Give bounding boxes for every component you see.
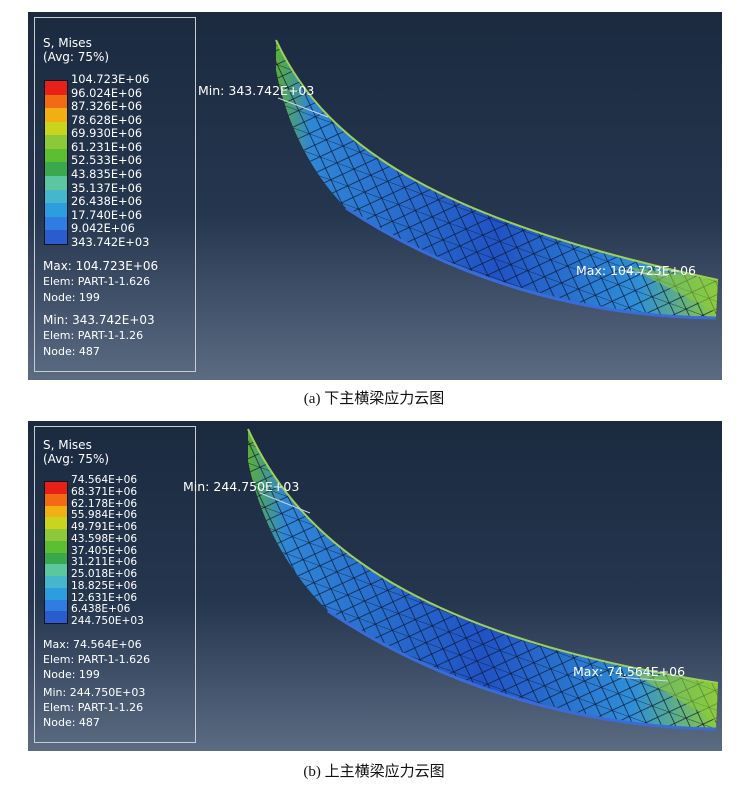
- legend-value: 68.371E+06: [71, 485, 138, 498]
- max-node: Node: 199: [43, 291, 100, 304]
- legend-value: 62.178E+06: [71, 497, 138, 510]
- legend-value: 74.564E+06: [71, 474, 138, 486]
- legend-value: 9.042E+06: [71, 221, 135, 236]
- legend-title: S, Mises: [43, 36, 92, 50]
- max-node: Node: 199: [43, 668, 100, 681]
- contour-legend: S, Mises (Avg: 75%) 104.723E+06 96.024E+…: [34, 17, 196, 372]
- legend-value: 52.533E+06: [71, 153, 143, 168]
- color-bar: [44, 481, 68, 624]
- max-value: Max: 104.723E+06: [43, 259, 159, 273]
- max-elem: Elem: PART-1-1.626: [43, 653, 151, 666]
- caption-b: (b) 上主横梁应力云图: [303, 764, 445, 780]
- caption-a: (a) 下主横梁应力云图: [303, 391, 445, 407]
- min-annotation: Min: 343.742E+03: [198, 83, 315, 98]
- min-value: Min: 244.750E+03: [43, 686, 146, 699]
- legend-value: 43.835E+06: [71, 167, 143, 182]
- legend-value: 43.598E+06: [71, 532, 138, 545]
- min-node: Node: 487: [43, 345, 100, 358]
- color-bar: [44, 80, 68, 245]
- legend-value: 49.791E+06: [71, 521, 138, 533]
- min-value: Min: 343.742E+03: [43, 313, 155, 327]
- legend-value: 104.723E+06: [71, 72, 150, 86]
- legend-value: 25.018E+06: [71, 568, 138, 580]
- legend-value: 55.984E+06: [71, 509, 138, 522]
- max-value: Max: 74.564E+06: [43, 638, 142, 651]
- legend-subtitle: (Avg: 75%): [43, 50, 110, 64]
- legend-value: 26.438E+06: [71, 194, 143, 209]
- contour-plot-lower-beam: S, Mises (Avg: 75%) 104.723E+06 96.024E+…: [28, 12, 722, 380]
- min-annotation: Min: 244.750E+03: [183, 479, 300, 494]
- max-annotation: Max: 104.723E+06: [576, 263, 696, 278]
- beam-mesh-upper: [247, 428, 719, 731]
- legend-value: 31.211E+06: [71, 556, 138, 569]
- legend-value: 87.326E+06: [71, 99, 143, 114]
- legend-value: 69.930E+06: [71, 126, 143, 141]
- legend-value: 343.742E+03: [71, 234, 150, 249]
- max-annotation: Max: 74.564E+06: [573, 664, 686, 679]
- legend-value: 244.750E+03: [71, 615, 144, 627]
- legend-value: 35.137E+06: [71, 180, 143, 195]
- contour-legend: S, Mises (Avg: 75%) 74.564E+06 68.371E+0…: [34, 426, 196, 743]
- min-elem: Elem: PART-1-1.26: [43, 329, 144, 342]
- legend-value: 12.631E+06: [71, 591, 138, 604]
- legend-value: 17.740E+06: [71, 207, 143, 222]
- max-elem: Elem: PART-1-1.626: [43, 275, 151, 288]
- legend-subtitle: (Avg: 75%): [43, 452, 110, 466]
- beam-mesh-lower: [275, 39, 719, 320]
- legend-value: 96.024E+06: [71, 85, 143, 100]
- legend-value: 6.438E+06: [71, 603, 131, 616]
- legend-title: S, Mises: [43, 438, 92, 452]
- min-elem: Elem: PART-1-1.26: [43, 701, 144, 714]
- contour-plot-upper-beam: S, Mises (Avg: 75%) 74.564E+06 68.371E+0…: [28, 421, 722, 751]
- min-node: Node: 487: [43, 716, 100, 729]
- legend-value: 37.405E+06: [71, 544, 138, 557]
- legend-value: 78.628E+06: [71, 112, 143, 127]
- legend-value: 61.231E+06: [71, 139, 143, 154]
- legend-value: 18.825E+06: [71, 579, 138, 592]
